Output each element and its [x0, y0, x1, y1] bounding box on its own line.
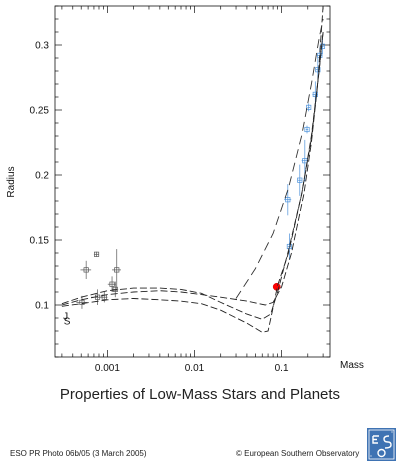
x-tick-label: 0.01: [185, 363, 205, 374]
plot-frame: [54, 5, 331, 358]
data-point: [304, 126, 310, 133]
data-point: [312, 91, 318, 97]
y-tick-label: 0.3: [35, 41, 49, 52]
model-curve-5: [61, 31, 324, 333]
data-point: [297, 177, 303, 183]
data-point: [306, 104, 312, 110]
credit-label: © European Southern Observatory: [236, 449, 360, 458]
y-tick-label: 0.25: [30, 106, 50, 117]
y-axis-label: Radius: [6, 166, 17, 197]
data-point: [285, 197, 291, 203]
x-tick-label: 0.1: [275, 363, 289, 374]
photo-id-label: ESO PR Photo 06b/05 (3 March 2005): [10, 449, 147, 458]
data-point: [114, 267, 120, 273]
x-axis-label: Mass: [340, 360, 364, 371]
data-point: [79, 299, 85, 305]
data-point: [302, 158, 308, 164]
planet-annotation: J: [63, 311, 68, 322]
data-point: [93, 251, 100, 257]
y-tick-label: 0.1: [35, 301, 49, 312]
plot-area: 0.001 0.01 0.1 0.1 0.15 0.2 0.25 0.3 Mass Radius J…: [6, 5, 364, 374]
model-curve-4: [61, 31, 324, 320]
x-tick-label: 0.001: [95, 363, 120, 374]
data-point: [286, 243, 292, 250]
chart-caption: Properties of Low-Mass Stars and Planets: [59, 386, 341, 403]
data-point: [112, 286, 118, 292]
mass-radius-chart: 0.001 0.01 0.1 0.1 0.15 0.2 0.25 0.3 Mass Radius J…: [6, 5, 364, 374]
eso-logo-icon: [367, 428, 396, 461]
model-curve-6: [235, 18, 324, 299]
y-tick-label: 0.15: [30, 236, 50, 247]
data-point: [315, 67, 321, 73]
model-curve-3: [61, 6, 324, 306]
y-tick-label: 0.2: [35, 171, 49, 182]
planet-annotation: S: [64, 317, 71, 328]
data-point: [109, 281, 115, 287]
data-point: [83, 267, 89, 273]
